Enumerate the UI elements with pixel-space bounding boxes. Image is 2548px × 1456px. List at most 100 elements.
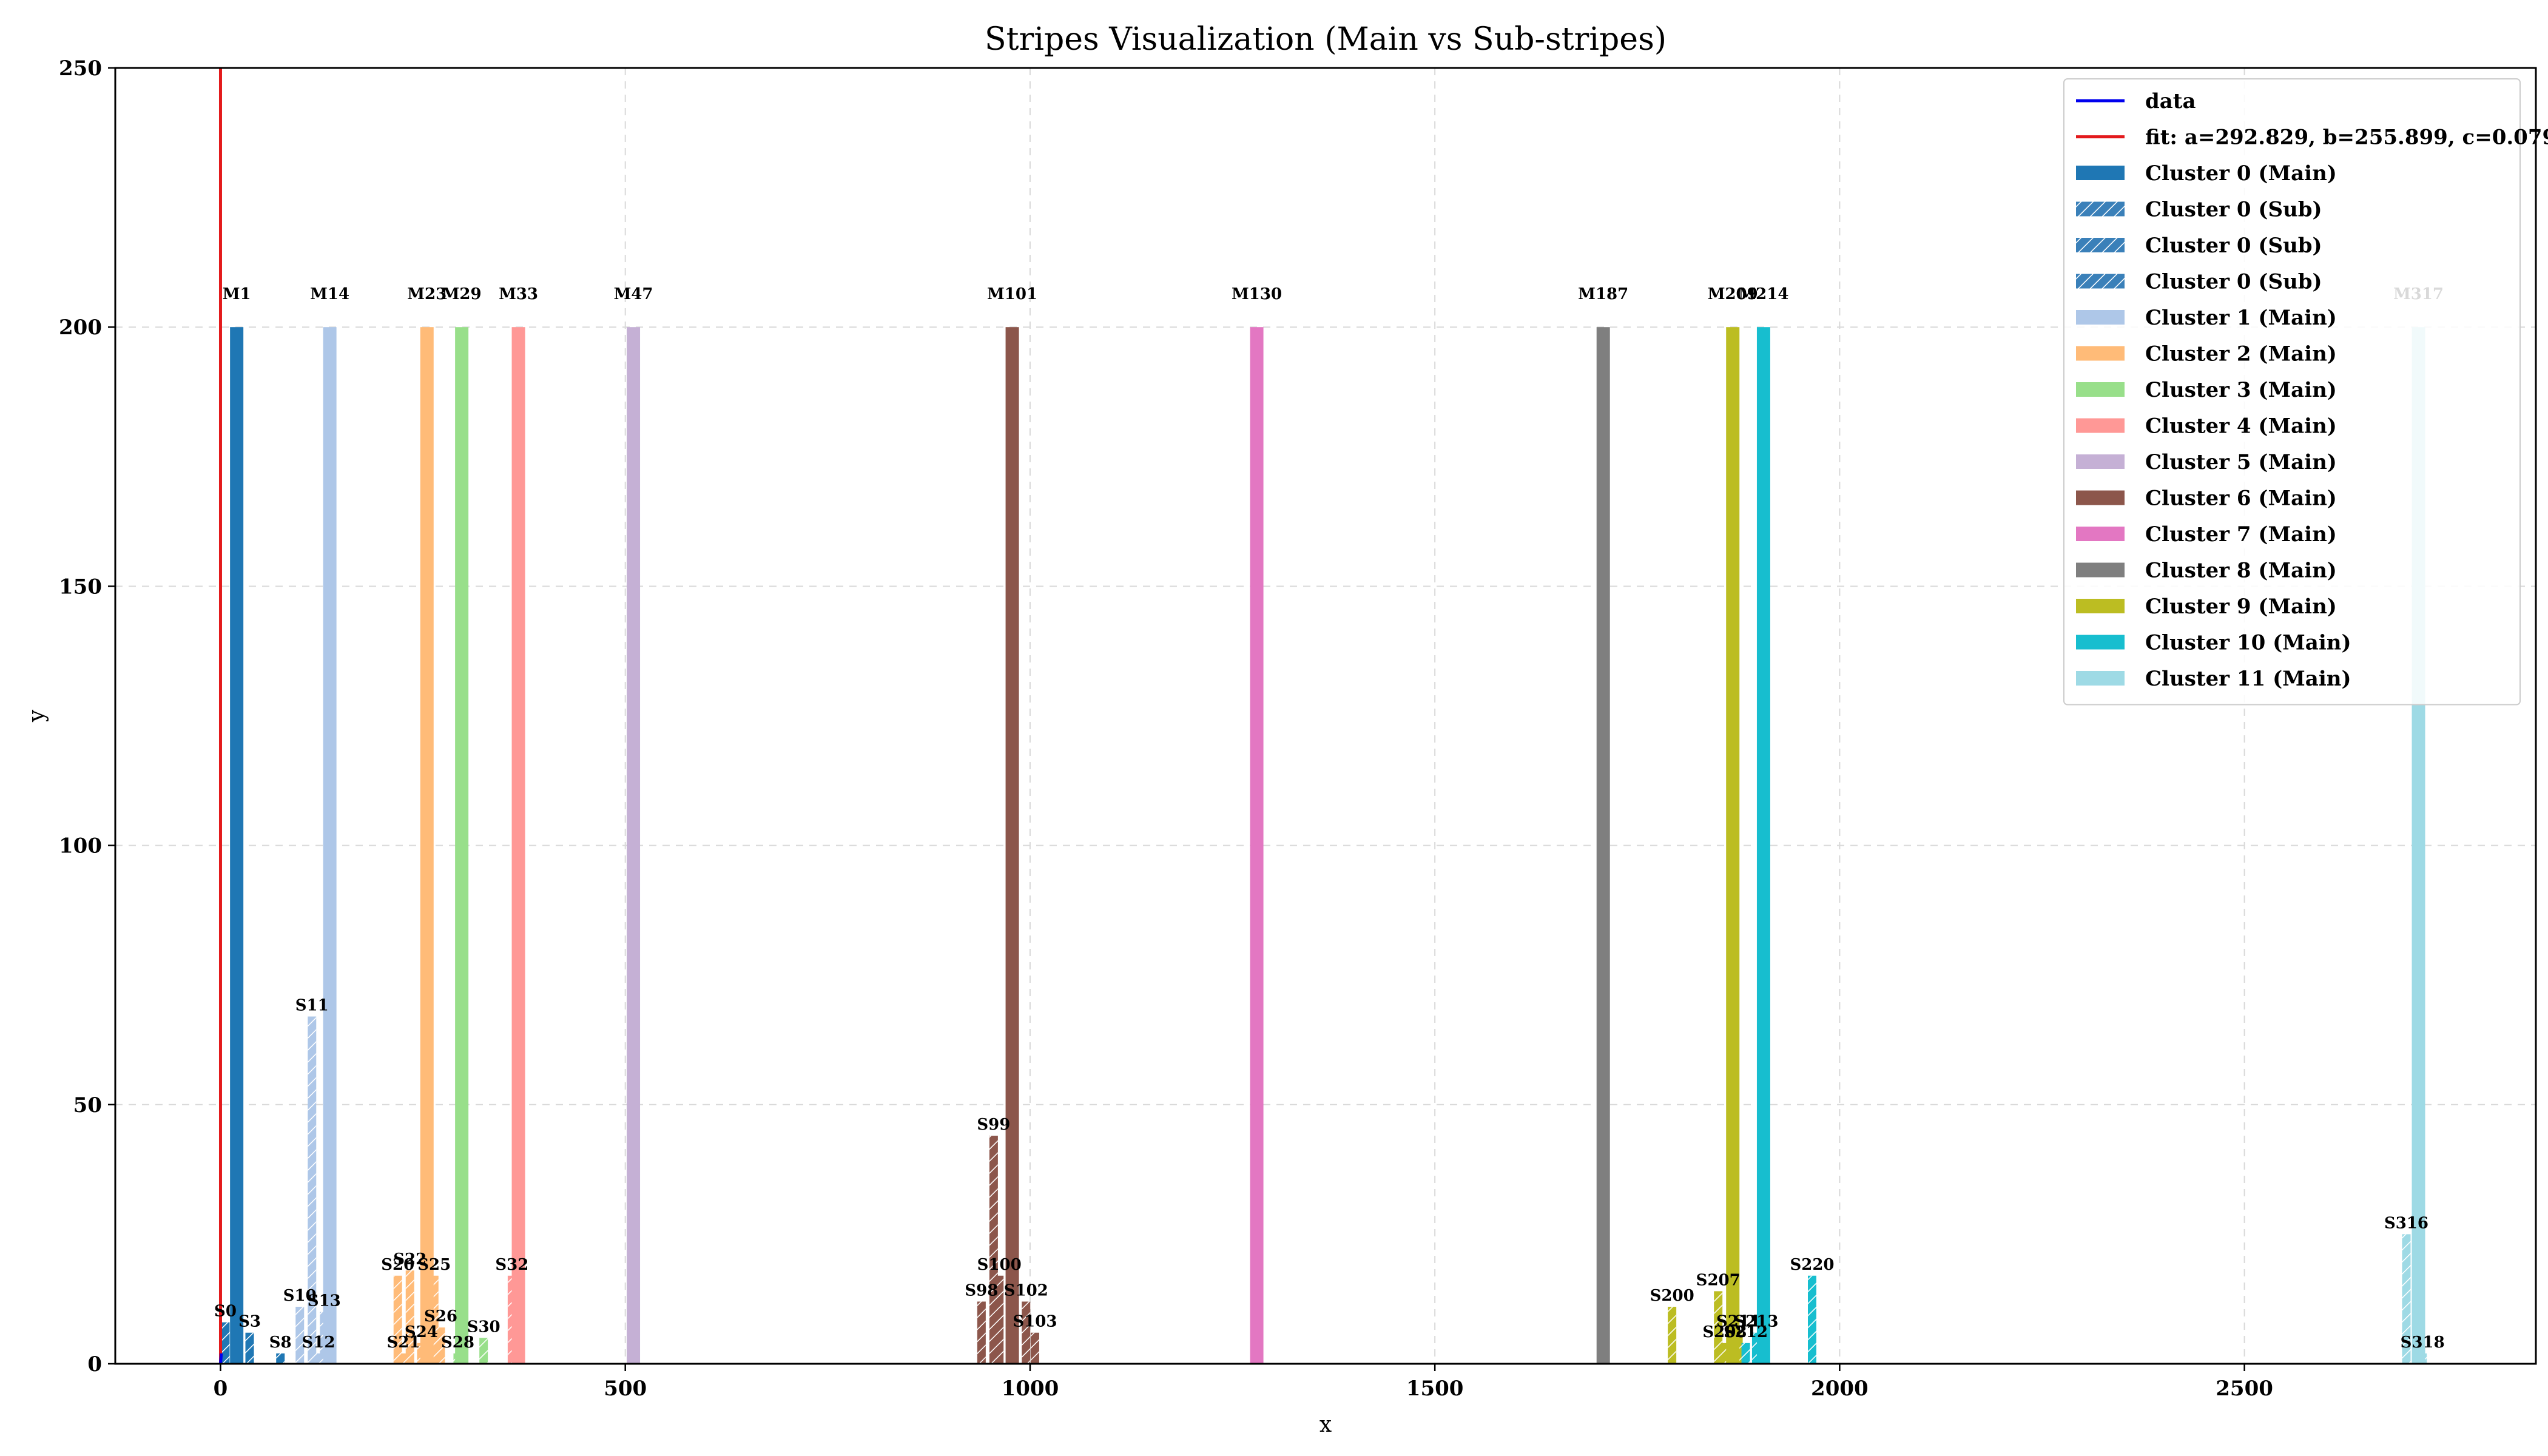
sub-stripe-hatch xyxy=(308,1016,317,1364)
x-axis-label: x xyxy=(1320,1412,1332,1437)
data-line xyxy=(218,1353,223,1364)
sub-stripe-label: S100 xyxy=(977,1256,1022,1274)
legend-entry-label: Cluster 9 (Main) xyxy=(2145,595,2337,619)
sub-stripe-hatch xyxy=(436,1327,445,1364)
bars-layer xyxy=(221,327,2427,1364)
legend-entry-label: Cluster 11 (Main) xyxy=(2145,667,2351,691)
legend-bar-swatch xyxy=(2076,671,2125,686)
legend-entry-label: Cluster 6 (Main) xyxy=(2145,487,2337,511)
sub-stripe-label: S25 xyxy=(417,1256,451,1274)
main-stripe-label: M209 xyxy=(1708,285,1758,303)
sub-stripe-label: S316 xyxy=(2384,1214,2428,1232)
y-tick-label: 0 xyxy=(87,1352,102,1377)
main-stripe-label: M47 xyxy=(614,285,653,303)
lines-layer xyxy=(218,68,223,1364)
sub-stripe-label: S8 xyxy=(269,1333,292,1352)
legend-bar-swatch xyxy=(2076,599,2125,613)
sub-stripe-label: S22 xyxy=(393,1250,426,1269)
plot-frame xyxy=(114,67,2537,1365)
main-stripe-bar xyxy=(1005,327,1019,1364)
x-tick-label: 500 xyxy=(604,1377,647,1401)
legend-bar-swatch xyxy=(2076,310,2125,325)
main-stripe-bar xyxy=(1726,327,1740,1364)
legend-box xyxy=(2063,78,2521,706)
x-tick-label: 1500 xyxy=(1406,1377,1464,1401)
legend-entry-label: fit: a=292.829, b=255.899, c=0.079 xyxy=(2145,126,2548,150)
sub-stripe-label: S32 xyxy=(495,1256,528,1274)
sub-stripe-hatch xyxy=(399,1353,408,1364)
sub-stripe-hatch xyxy=(1741,1343,1750,1364)
legend-entry-label: Cluster 1 (Main) xyxy=(2145,306,2337,330)
sub-stripe-label: S200 xyxy=(1650,1287,1694,1305)
main-stripe-bar xyxy=(1756,327,1770,1364)
main-stripe-label: M130 xyxy=(1232,285,1282,303)
sub-stripe-label: S211 xyxy=(1716,1313,1761,1331)
sub-stripe-label: S207 xyxy=(1696,1271,1741,1289)
legend-bar-swatch xyxy=(2076,382,2125,397)
y-tick-label: 250 xyxy=(59,56,102,81)
legend-entry-label: Cluster 3 (Main) xyxy=(2145,378,2337,402)
legend-bar-swatch xyxy=(2076,635,2125,650)
legend-entry-label: Cluster 7 (Main) xyxy=(2145,522,2337,547)
sub-stripe-label: S212 xyxy=(1724,1323,1768,1341)
main-stripe-bar xyxy=(627,327,641,1364)
legend-bar-swatch xyxy=(2076,490,2125,505)
main-stripe-bar xyxy=(420,327,434,1364)
y-axis-label: y xyxy=(24,709,49,723)
x-tick-label: 0 xyxy=(214,1377,228,1401)
main-stripe-bar xyxy=(1250,327,1264,1364)
sub-stripe-label: S213 xyxy=(1734,1313,1778,1331)
sub-stripe-label: S208 xyxy=(1702,1323,1747,1341)
sub-stripe-hatch xyxy=(405,1270,414,1364)
main-stripe-label: M101 xyxy=(987,285,1037,303)
legend-entry-label: Cluster 2 (Main) xyxy=(2145,342,2337,366)
sub-stripe-label: S24 xyxy=(405,1323,438,1341)
main-stripe-label: M29 xyxy=(442,285,482,303)
sub-stripe-hatch xyxy=(295,1307,305,1364)
x-tick-label: 2000 xyxy=(1811,1377,1869,1401)
sub-stripe-label: S318 xyxy=(2401,1333,2445,1352)
legend-bar-swatch xyxy=(2076,454,2125,469)
chart-title: Stripes Visualization (Main vs Sub-strip… xyxy=(985,21,1667,58)
sub-stripe-label: S28 xyxy=(441,1333,474,1352)
main-stripe-label: M23 xyxy=(407,285,447,303)
sub-stripe-hatch xyxy=(1808,1275,1817,1364)
main-stripe-label: M187 xyxy=(1578,285,1628,303)
legend-entry-label: data xyxy=(2145,89,2196,113)
legend-entry-label: Cluster 4 (Main) xyxy=(2145,414,2337,439)
legend-bar-swatch xyxy=(2076,562,2125,578)
main-stripe-label: M33 xyxy=(499,285,538,303)
sub-stripe-label: S99 xyxy=(977,1116,1010,1134)
sub-stripe-label: S21 xyxy=(387,1333,420,1352)
sub-stripe-hatch xyxy=(221,1322,230,1364)
sub-stripe-label: S12 xyxy=(302,1333,335,1352)
legend-entry-label: Cluster 8 (Main) xyxy=(2145,559,2337,583)
legend-bar-swatch xyxy=(2076,346,2125,361)
sub-stripe-hatch xyxy=(1668,1307,1677,1364)
sub-stripe-label: S102 xyxy=(1004,1281,1048,1299)
sub-stripe-label: S3 xyxy=(238,1313,261,1331)
legend-hatch-swatch xyxy=(2076,238,2125,252)
legend-bar-swatch xyxy=(2076,166,2125,180)
sub-stripe-label: S20 xyxy=(381,1256,414,1274)
y-tick-label: 200 xyxy=(59,315,102,340)
main-stripe-label: M14 xyxy=(310,285,349,303)
sub-stripe-hatch xyxy=(276,1353,285,1364)
legend-bar-swatch xyxy=(2076,418,2125,433)
main-stripe-bar xyxy=(323,327,337,1364)
sub-stripe-label: S220 xyxy=(1790,1256,1834,1274)
sub-stripe-hatch xyxy=(995,1275,1004,1364)
x-tick-label: 2500 xyxy=(2216,1377,2273,1401)
x-tick-label: 1000 xyxy=(1002,1377,1059,1401)
sub-stripe-label: S13 xyxy=(308,1292,341,1310)
y-tick-label: 50 xyxy=(73,1093,102,1117)
sub-stripe-label: S0 xyxy=(214,1303,237,1321)
sub-stripe-hatch xyxy=(245,1332,254,1364)
sub-stripe-label: S103 xyxy=(1013,1313,1057,1331)
legend-entry-label: Cluster 0 (Sub) xyxy=(2145,198,2322,222)
main-stripe-bar xyxy=(230,327,244,1364)
main-stripe-label: M1 xyxy=(223,285,251,303)
legend-entry-label: Cluster 0 (Sub) xyxy=(2145,270,2322,294)
legend-entry-label: Cluster 5 (Main) xyxy=(2145,450,2337,474)
main-stripe-bar xyxy=(511,327,525,1364)
